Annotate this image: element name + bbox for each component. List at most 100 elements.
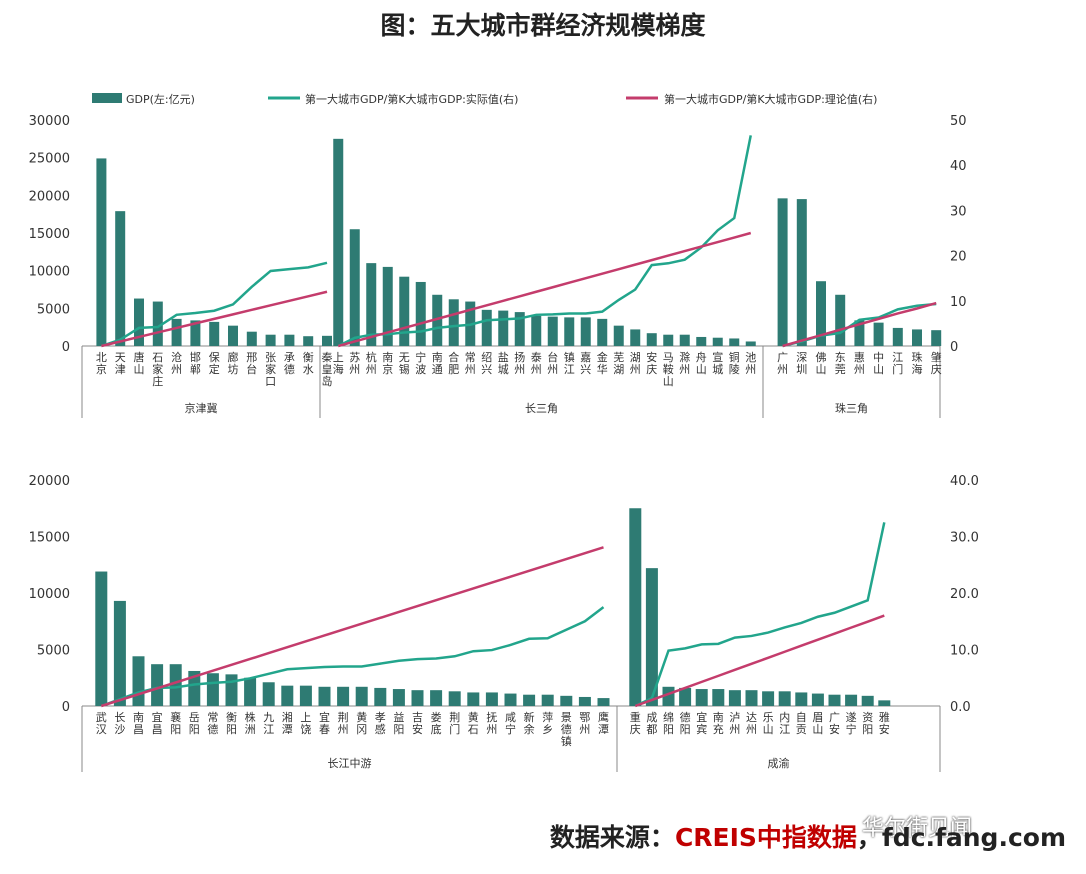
gdp-bar	[873, 322, 884, 346]
gdp-bar	[645, 568, 658, 706]
group-label: 成渝	[768, 756, 790, 770]
gdp-bar	[448, 691, 461, 706]
gdp-bar	[188, 670, 201, 706]
chart-legend: GDP(左:亿元) 第一大城市GDP/第K大城市GDP:实际值(右) 第一大城市…	[92, 92, 877, 106]
category-label: 秦皇岛	[322, 350, 333, 388]
gdp-bar	[246, 331, 257, 346]
category-label: 邢台	[246, 351, 257, 376]
gdp-bar	[262, 682, 275, 706]
gdp-bar	[712, 337, 723, 346]
actual-ratio-line	[337, 135, 752, 348]
category-label: 宁波	[415, 350, 426, 376]
category-label: 重庆	[630, 710, 641, 736]
category-label: 镇江	[564, 350, 575, 376]
category-label: 深圳	[796, 351, 807, 376]
left-axis-tick: 0	[62, 340, 70, 355]
group-label: 长三角	[525, 402, 558, 415]
gdp-bar	[485, 692, 498, 706]
legend-theory-label: 第一大城市GDP/第K大城市GDP:理论值(右)	[664, 92, 877, 106]
gdp-bar	[374, 687, 387, 706]
data-source: 数据来源：CREIS中指数据，fdc.fang.com	[550, 818, 1066, 854]
gdp-bar	[912, 329, 922, 346]
category-label: 益阳	[393, 710, 404, 736]
category-label: 湘潭	[282, 710, 293, 736]
category-label: 芜湖	[613, 350, 624, 376]
category-label: 资阳	[862, 711, 873, 736]
category-label: 肇庆	[931, 350, 942, 376]
gdp-bar	[113, 600, 126, 706]
category-label: 承德	[284, 351, 295, 376]
left-axis-tick: 10000	[29, 587, 70, 602]
gdp-bar	[560, 695, 573, 706]
category-label: 抚州	[486, 710, 497, 736]
gdp-bar	[835, 294, 846, 346]
actual-ratio-line	[101, 261, 328, 348]
right-axis-tick: 30	[950, 204, 967, 219]
gdp-bar	[695, 689, 708, 706]
category-label: 张家口	[265, 351, 276, 388]
category-label: 遂宁	[846, 710, 857, 736]
category-label: 孝感	[375, 711, 386, 736]
category-label: 北京	[96, 351, 107, 376]
gdp-bar	[284, 334, 295, 346]
category-label: 萍乡	[542, 711, 553, 736]
gdp-bar	[795, 692, 808, 706]
gdp-bar	[728, 690, 741, 706]
category-label: 咸宁	[505, 711, 516, 736]
gdp-bar	[523, 694, 536, 706]
category-label: 宣城	[712, 350, 723, 376]
theory-ratio-line	[337, 231, 752, 348]
category-label: 内江	[779, 710, 790, 736]
right-axis-tick: 40	[950, 159, 967, 174]
gdp-bar	[333, 138, 344, 346]
right-axis-tick: 0	[950, 340, 958, 355]
watermark: 华尔街见闻	[862, 816, 973, 841]
category-label: 嘉兴	[580, 350, 591, 376]
gdp-bar	[580, 317, 591, 346]
gdp-bar	[281, 685, 294, 706]
group-label: 京津冀	[185, 401, 218, 415]
gdp-bar	[209, 321, 220, 346]
right-axis-tick: 20.0	[950, 587, 979, 602]
gdp-bar	[448, 299, 459, 346]
left-axis-tick: 15000	[29, 227, 70, 242]
category-label: 石家庄	[152, 351, 163, 388]
category-label: 邯郸	[190, 350, 201, 376]
gdp-bar	[762, 691, 775, 706]
category-label: 九江	[263, 711, 274, 736]
category-label: 广安	[829, 711, 840, 736]
category-label: 舟山	[696, 350, 707, 376]
theory-ratio-line	[634, 614, 885, 708]
category-label: 武汉	[96, 711, 107, 736]
category-label: 襄阳	[170, 710, 181, 736]
gdp-bar	[303, 336, 314, 346]
gdp-bar	[547, 316, 558, 346]
gdp-bar	[629, 508, 642, 706]
actual-ratio-line	[100, 606, 605, 708]
gdp-bar	[696, 336, 707, 346]
right-axis-tick: 50	[950, 114, 967, 129]
category-label: 上饶	[300, 711, 311, 736]
category-label: 娄底	[431, 711, 442, 736]
legend-actual-label: 第一大城市GDP/第K大城市GDP:实际值(右)	[305, 92, 518, 106]
gdp-bar	[778, 691, 791, 706]
gdp-bar	[392, 689, 405, 706]
gdp-bar	[355, 686, 368, 706]
group-label: 长江中游	[328, 757, 372, 770]
category-label: 宜昌	[152, 710, 163, 736]
category-label: 马鞍山	[663, 351, 674, 388]
gdp-bar	[467, 692, 480, 706]
left-axis-tick: 20000	[29, 474, 70, 489]
category-label: 扬州	[514, 350, 525, 376]
left-axis-tick: 25000	[29, 152, 70, 167]
legend-bar-swatch	[92, 93, 122, 103]
gdp-bar	[115, 211, 126, 346]
category-label: 鄂州	[579, 711, 590, 736]
gdp-bar	[892, 327, 903, 346]
right-axis-tick: 0.0	[950, 700, 971, 715]
category-label: 珠海	[912, 350, 923, 376]
category-label: 湖州	[630, 351, 641, 376]
actual-ratio-line	[634, 522, 886, 708]
chart-title: 图：五大城市群经济规模梯度	[380, 11, 706, 40]
category-label: 池州	[745, 351, 756, 376]
